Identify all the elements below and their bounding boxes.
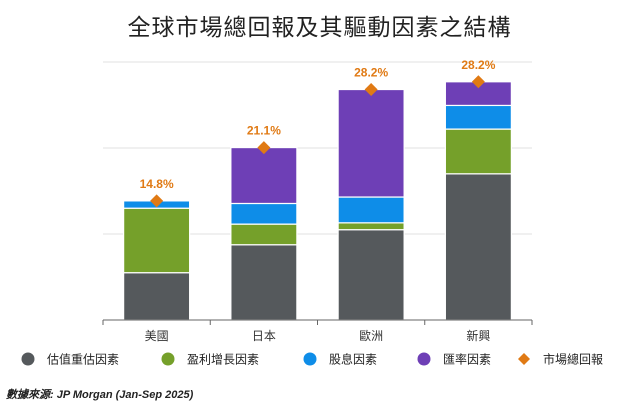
x-tick-label: 美國: [145, 329, 169, 343]
total-return-marker: [471, 75, 485, 89]
bar-segment: [123, 207, 191, 274]
x-tick-label: 歐洲: [359, 328, 383, 343]
bar-segment: [230, 244, 298, 321]
bar-segment: [230, 202, 298, 225]
total-return-label: 14.8%: [140, 177, 174, 191]
total-return-label: 28.2%: [461, 58, 495, 72]
source-note: 數據來源: JP Morgan (Jan-Sep 2025): [6, 389, 194, 401]
legend-marker: [21, 352, 35, 366]
x-tick-label: 新興: [466, 328, 490, 343]
legend-marker: [161, 352, 175, 366]
bar-segment: [230, 223, 298, 246]
legend-label: 匯率因素: [443, 352, 491, 367]
legend-marker: [417, 352, 431, 366]
legend-label: 盈利增長因素: [187, 353, 259, 367]
bar-segment: [230, 146, 298, 205]
bar-segment: [123, 272, 191, 321]
total-return-marker: [257, 141, 271, 155]
legend-label: 市場總回報: [543, 352, 603, 367]
total-return-markers: 14.8% 21.1% 28.2% 28.2%: [140, 58, 496, 208]
bar-segment: [444, 128, 512, 175]
bar-segment: [337, 222, 405, 231]
x-axis: 美國 日本 歐洲 新興: [102, 319, 533, 343]
bars: [123, 81, 512, 321]
bar-segment: [444, 104, 512, 130]
legend-marker: [303, 352, 317, 366]
bar-segment: [337, 196, 405, 224]
legend-marker: [518, 353, 530, 365]
x-tick-label: 日本: [252, 329, 276, 343]
legend: 估值重估因素 盈利增長因素 股息因素 匯率因素 市場總回報: [21, 352, 603, 367]
total-return-label: 21.1%: [247, 124, 281, 138]
bar-segment: [444, 173, 512, 321]
total-return-marker: [364, 83, 378, 97]
legend-label: 估值重估因素: [47, 352, 119, 367]
total-return-marker: [150, 194, 164, 208]
total-return-label: 28.2%: [354, 66, 388, 80]
bar-segment: [337, 229, 405, 321]
bar-segment: [337, 88, 405, 198]
chart-title: 全球市場總回報及其驅動因素之結構: [127, 15, 512, 41]
legend-label: 股息因素: [329, 352, 377, 367]
